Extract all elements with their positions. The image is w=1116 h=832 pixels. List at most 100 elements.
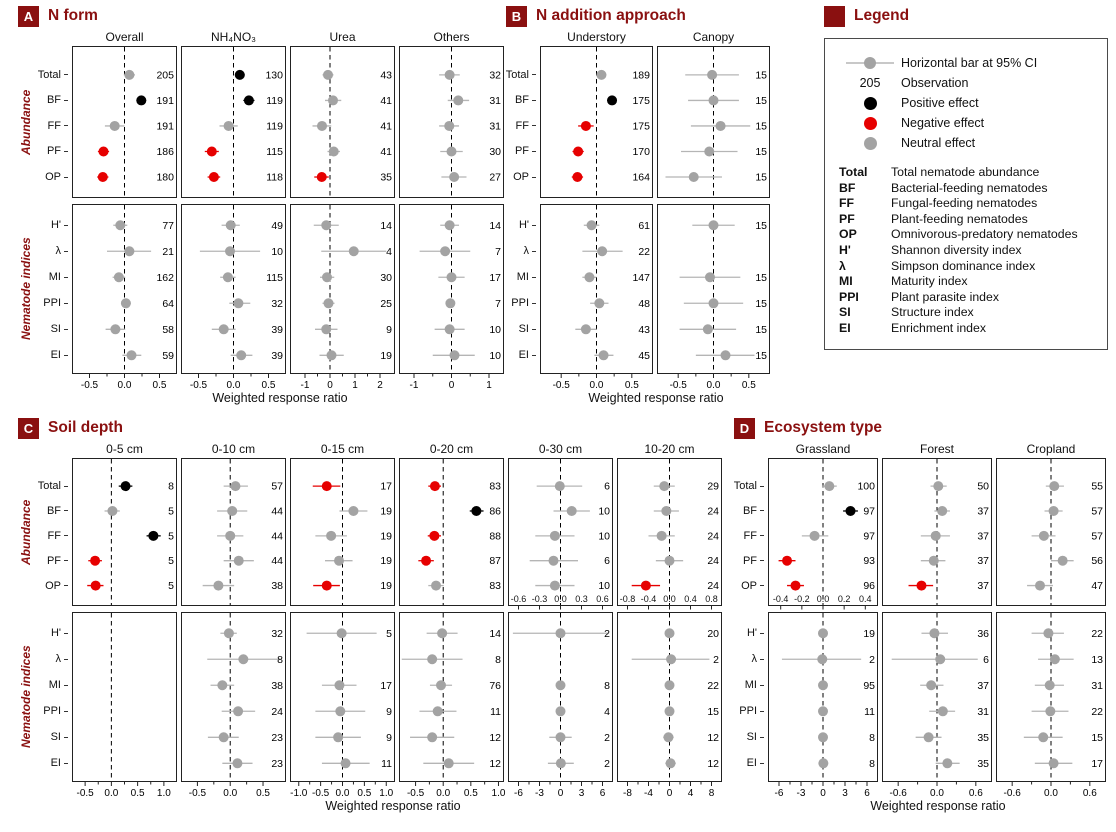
svg-text:3: 3 xyxy=(579,788,585,799)
svg-text:-1: -1 xyxy=(410,380,419,391)
svg-text:47: 47 xyxy=(1091,580,1103,592)
panel-badge-a: A xyxy=(18,5,39,27)
row-label-FF: FF xyxy=(744,530,764,542)
row-label-Total: Total xyxy=(734,480,764,492)
svg-text:164: 164 xyxy=(632,172,650,184)
column-header: Cropland xyxy=(1026,442,1076,456)
svg-text:17: 17 xyxy=(489,272,501,284)
svg-text:8: 8 xyxy=(604,680,610,692)
svg-text:43: 43 xyxy=(380,69,392,81)
svg-text:29: 29 xyxy=(707,481,719,493)
svg-text:12: 12 xyxy=(707,732,719,744)
svg-text:24: 24 xyxy=(707,530,719,542)
legend-item-neutral: Neutral effect xyxy=(839,133,1097,153)
svg-text:61: 61 xyxy=(638,220,650,232)
row-label-H': H' xyxy=(51,219,68,231)
abbr-label: Total nematode abundance xyxy=(891,165,1040,179)
svg-text:-1.0: -1.0 xyxy=(290,788,308,799)
svg-text:0.0: 0.0 xyxy=(436,788,450,799)
neutral-dot-icon xyxy=(839,136,901,150)
svg-text:10: 10 xyxy=(598,505,610,517)
svg-text:147: 147 xyxy=(632,272,650,284)
svg-text:32: 32 xyxy=(271,298,283,310)
group-labels: Abundance Nematode indices xyxy=(18,46,34,374)
forest-column-0-10 cm: 0-10 cm 57 44 44 44 38 32 8 38 24 23 23 -0.5 0.0 0.5 xyxy=(181,442,286,799)
svg-text:-0.6: -0.6 xyxy=(890,788,908,799)
svg-text:0.0: 0.0 xyxy=(590,380,604,391)
column-header: 0-15 cm xyxy=(320,442,365,456)
column-header: 0-10 cm xyxy=(211,442,256,456)
column-header: Grassland xyxy=(795,442,851,456)
row-label-BF: BF xyxy=(47,94,68,106)
row-labels: Total BF FF PF OP H' λ MI PPI SI EI xyxy=(734,458,764,782)
svg-text:-0.5: -0.5 xyxy=(407,788,425,799)
forest-column-Forest: Forest 50 37 37 37 37 36 6 37 31 35 35 -0.6 0.0 0.6 xyxy=(882,442,992,799)
svg-text:0: 0 xyxy=(820,788,826,799)
row-labels: Total BF FF PF OP H' λ MI PPI SI EI xyxy=(38,46,68,374)
svg-text:43: 43 xyxy=(638,324,650,336)
column-header: 10-20 cm xyxy=(644,442,695,456)
svg-text:0.0: 0.0 xyxy=(817,594,830,604)
group-label-abundance: Abundance xyxy=(19,499,33,565)
svg-text:0.5: 0.5 xyxy=(256,788,270,799)
legend-panel: Legend Horizontal bar at 95% CI 205 Obse… xyxy=(824,4,1108,350)
svg-text:37: 37 xyxy=(977,530,989,542)
svg-text:15: 15 xyxy=(755,120,767,132)
column-header: Others xyxy=(433,30,470,44)
svg-text:0.2: 0.2 xyxy=(838,594,851,604)
svg-text:2: 2 xyxy=(869,654,875,666)
svg-text:2: 2 xyxy=(604,732,610,744)
row-label-BF: BF xyxy=(47,505,68,517)
svg-text:0: 0 xyxy=(449,380,455,391)
panel-header: B N addition approach xyxy=(506,4,776,28)
column-header: 0-30 cm xyxy=(538,442,583,456)
legend-label: Positive effect xyxy=(901,96,979,110)
svg-text:22: 22 xyxy=(1091,706,1103,718)
svg-text:-0.5: -0.5 xyxy=(190,380,208,391)
svg-text:6: 6 xyxy=(604,555,610,567)
svg-text:0.4: 0.4 xyxy=(859,594,872,604)
svg-text:-0.4: -0.4 xyxy=(773,594,789,604)
svg-text:-0.5: -0.5 xyxy=(81,380,99,391)
forest-subplot-D-Grassland: 100 97 97 93 96 -0.4 -0.2 0.0 0.2 0.4 19 2 95 11 8 8 -6 -… xyxy=(768,458,878,799)
svg-text:5: 5 xyxy=(168,555,174,567)
svg-text:0.5: 0.5 xyxy=(742,380,756,391)
svg-text:24: 24 xyxy=(707,580,719,592)
svg-text:25: 25 xyxy=(380,298,392,310)
svg-text:130: 130 xyxy=(265,69,283,81)
svg-text:37: 37 xyxy=(977,555,989,567)
svg-text:10: 10 xyxy=(489,350,501,362)
svg-text:15: 15 xyxy=(755,95,767,107)
svg-text:191: 191 xyxy=(156,95,174,107)
svg-text:1.0: 1.0 xyxy=(157,788,171,799)
svg-text:86: 86 xyxy=(489,505,501,517)
panel-n-form: A N form Abundance Nematode indices Total B… xyxy=(18,4,504,405)
forest-column-0-20 cm: 0-20 cm 83 86 88 87 83 14 8 76 11 12 12 -0.5 0.0 0.5 1.… xyxy=(399,442,506,799)
svg-text:30: 30 xyxy=(489,146,501,158)
legend-item-observation: 205 Observation xyxy=(839,73,1097,93)
svg-text:8: 8 xyxy=(168,481,174,493)
svg-text:64: 64 xyxy=(162,298,174,310)
abbr-key: PF xyxy=(839,211,855,226)
abbr-h: H' Shannon diversity index xyxy=(839,243,1097,259)
forest-subplot-A-NH₄NO₃: 130 119 119 115 118 49 10 115 32 39 39 -0.5 0.0 0.5 xyxy=(181,46,286,391)
row-label-PF: PF xyxy=(47,555,68,567)
legend-badge xyxy=(824,5,845,27)
negative-dot-icon xyxy=(839,116,901,130)
svg-text:1.0: 1.0 xyxy=(379,788,393,799)
svg-text:119: 119 xyxy=(266,120,283,132)
row-label-SI: SI xyxy=(747,731,764,743)
svg-text:2: 2 xyxy=(713,654,719,666)
svg-text:1: 1 xyxy=(486,380,492,391)
abbr-mi: MI Maturity index xyxy=(839,274,1097,290)
svg-text:14: 14 xyxy=(489,220,501,232)
x-axis-label: Weighted response ratio xyxy=(588,391,724,405)
svg-text:37: 37 xyxy=(977,505,989,517)
svg-text:3: 3 xyxy=(842,788,848,799)
svg-text:2: 2 xyxy=(377,380,383,391)
svg-text:12: 12 xyxy=(707,758,719,770)
svg-text:-0.4: -0.4 xyxy=(641,594,657,604)
forest-subplot-D-Cropland: 55 57 57 56 47 22 13 31 22 15 17 -0.6 0.0 0.6 xyxy=(996,458,1106,799)
row-label-PF: PF xyxy=(47,145,68,157)
svg-text:9: 9 xyxy=(386,732,392,744)
